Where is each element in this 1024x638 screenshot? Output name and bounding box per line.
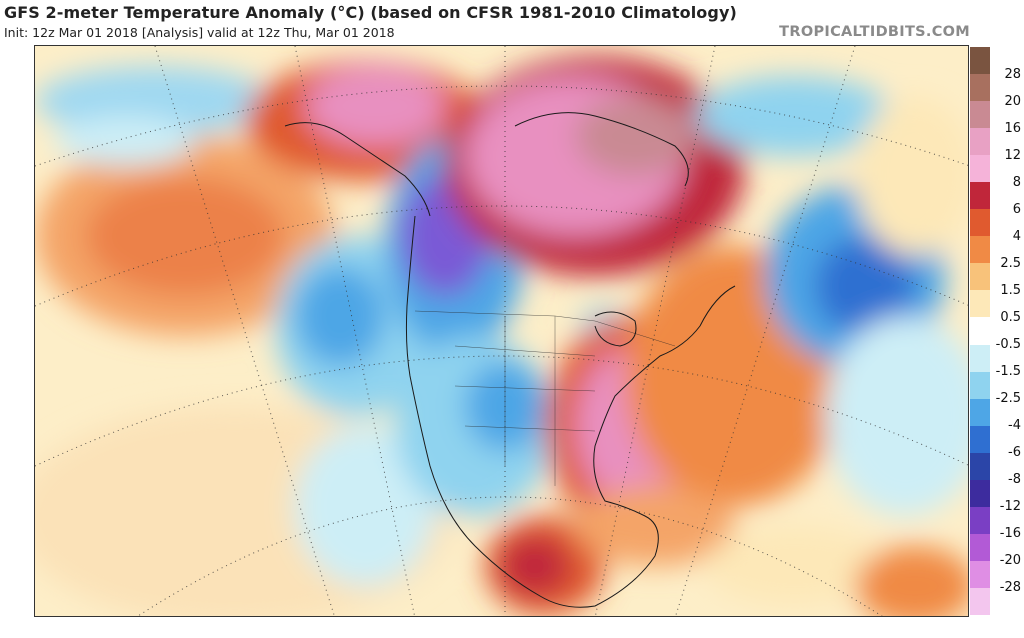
colorbar-label: -28	[999, 580, 1021, 596]
colorbar-swatch	[970, 533, 990, 562]
colorbar-legend: 28 20 16 12 8 6 4 2.5 1.5 0.5 -0.5 -1.5 -2.5 -4 -6 -8 -1…	[969, 45, 1024, 617]
colorbar-swatch	[970, 317, 990, 346]
colorbar-label: 2.5	[1000, 255, 1021, 271]
colorbar-label: 1.5	[1000, 282, 1021, 298]
colorbar-swatch	[970, 344, 990, 373]
colorbar-swatch	[970, 587, 990, 616]
colorbar-swatch	[970, 452, 990, 481]
colorbar-label: -6	[1008, 445, 1021, 461]
colorbar-label: -4	[1008, 418, 1021, 434]
anomaly-map	[34, 45, 969, 617]
colorbar-swatch	[970, 425, 990, 454]
colorbar-label: -20	[999, 553, 1021, 569]
colorbar-swatch	[970, 371, 990, 400]
map-subtitle: Init: 12z Mar 01 2018 [Analysis] valid a…	[4, 25, 395, 40]
brand-watermark: TROPICALTIDBITS.COM	[779, 24, 970, 40]
colorbar-swatch	[970, 506, 990, 535]
colorbar-swatch	[970, 128, 990, 156]
colorbar-label: 6	[1012, 201, 1021, 217]
colorbar-label: 0.5	[1000, 309, 1021, 325]
colorbar-label: -8	[1008, 472, 1021, 488]
graticule	[35, 46, 968, 616]
colorbar-label: -12	[999, 499, 1021, 515]
colorbar-swatch	[970, 479, 990, 508]
colorbar-label: 20	[1004, 93, 1021, 109]
colorbar-swatch	[970, 560, 990, 589]
colorbar-swatch	[970, 182, 990, 210]
colorbar-swatch	[970, 263, 990, 291]
map-title: GFS 2-meter Temperature Anomaly (°C) (ba…	[4, 3, 737, 22]
colorbar-label: -0.5	[995, 337, 1021, 353]
colorbar-label: -16	[999, 526, 1021, 542]
colorbar-label: -1.5	[995, 364, 1021, 380]
coastlines	[284, 112, 736, 608]
colorbar-label: 28	[1004, 66, 1021, 82]
colorbar-label: 12	[1004, 147, 1021, 163]
colorbar-swatch	[970, 74, 990, 102]
colorbar-swatch	[970, 236, 990, 264]
colorbar-label: 4	[1012, 228, 1021, 244]
colorbar-swatch	[970, 101, 990, 129]
map-canvas	[35, 46, 968, 616]
colorbar-swatch	[970, 209, 990, 237]
colorbar-swatch	[970, 290, 990, 318]
colorbar-label: 8	[1012, 174, 1021, 190]
anomaly-field	[35, 56, 968, 616]
colorbar-label: 16	[1004, 120, 1021, 136]
colorbar-swatch	[970, 155, 990, 183]
colorbar-swatch	[970, 47, 990, 75]
colorbar-label: -2.5	[995, 391, 1021, 407]
colorbar-swatch	[970, 398, 990, 427]
